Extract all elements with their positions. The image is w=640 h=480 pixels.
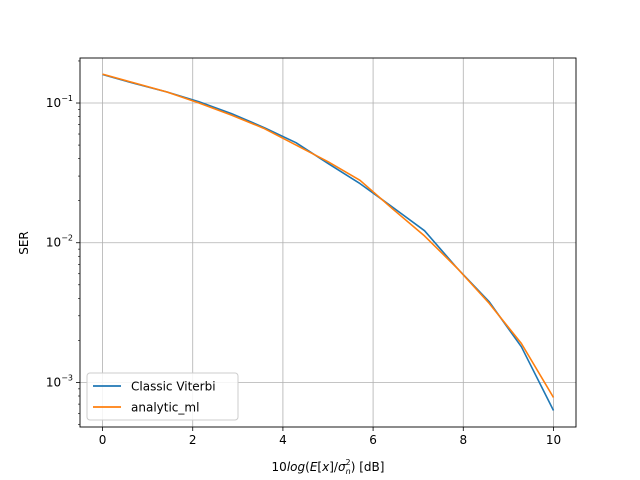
- y-tick-label: 10−1: [46, 94, 73, 110]
- y-tick-base: 10: [46, 375, 61, 389]
- x-tick-label: 6: [369, 433, 377, 447]
- y-tick-label: 10−3: [46, 373, 73, 389]
- x-axis-label: 10log(E[x]/σ2 n) [dB]: [272, 458, 385, 476]
- y-tick-base: 10: [46, 96, 61, 110]
- y-tick-base: 10: [46, 236, 61, 250]
- plot-series: [102, 73, 555, 411]
- y-tick-exponent: −3: [61, 373, 73, 382]
- y-tick-label: 10−2: [46, 234, 73, 250]
- legend-box: [86, 372, 239, 421]
- y-tick-exponent: −1: [61, 94, 73, 103]
- y-tick-exponent: −2: [61, 234, 73, 243]
- x-tick-label: 4: [279, 433, 287, 447]
- legend: Classic Viterbi analytic_ml: [86, 372, 239, 421]
- legend-label-classic-viterbi: Classic Viterbi: [131, 380, 216, 394]
- series-line-analytic-ml: [102, 73, 555, 398]
- x-tick-label: 8: [459, 433, 467, 447]
- x-tick-label: 0: [99, 433, 107, 447]
- x-tick-label: 2: [189, 433, 197, 447]
- x-tick-label: 10: [546, 433, 561, 447]
- grid: [80, 58, 576, 427]
- legend-label-analytic-ml: analytic_ml: [131, 401, 199, 415]
- y-axis-label: SER: [17, 231, 31, 255]
